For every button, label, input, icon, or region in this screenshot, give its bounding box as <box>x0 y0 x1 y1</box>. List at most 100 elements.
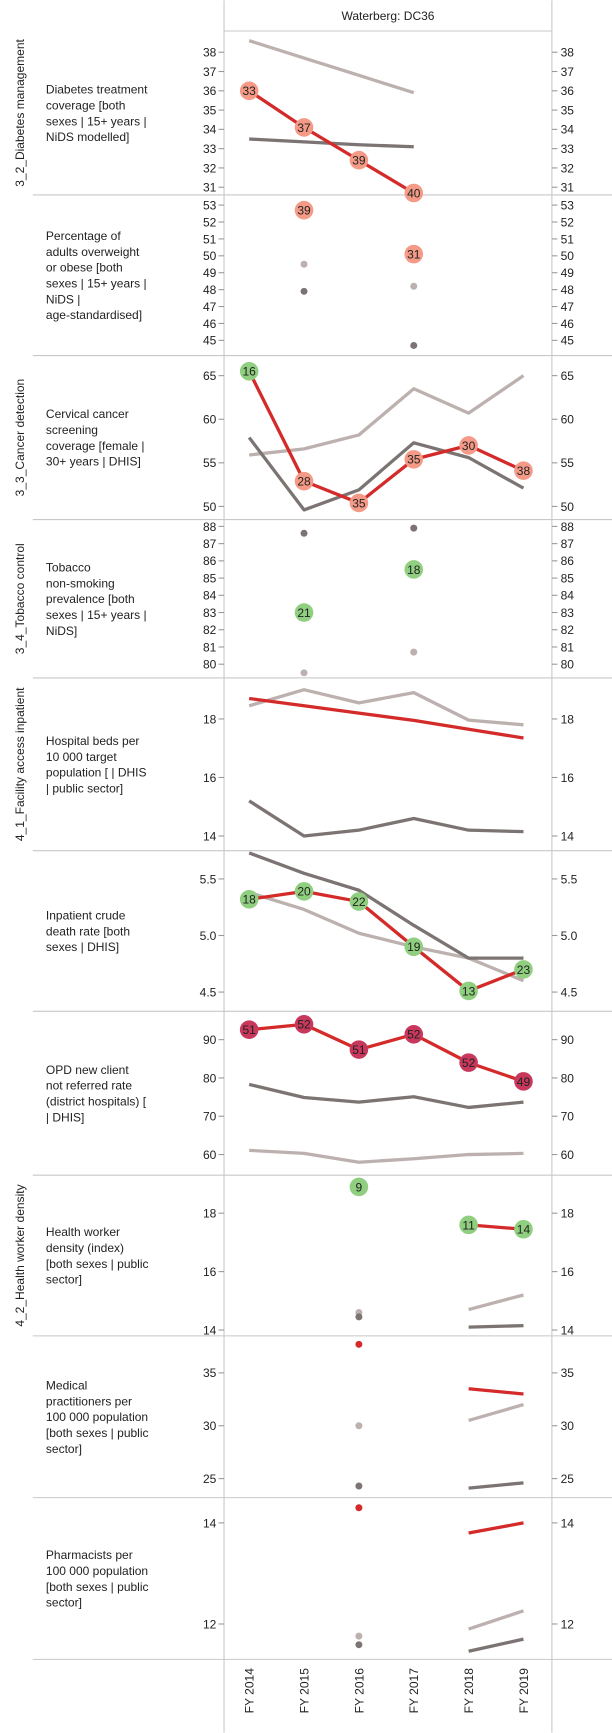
indicator-label: prevalence [both <box>46 592 135 606</box>
indicator-label: age-standardised] <box>46 308 142 322</box>
y-tick-label: 52 <box>203 215 217 229</box>
marker <box>294 882 314 901</box>
point-label: 51 <box>352 1043 366 1057</box>
indicator-label: NiDS] <box>46 624 77 638</box>
marker <box>404 937 424 957</box>
series-line <box>249 1022 525 1083</box>
y-tick-label: 88 <box>561 520 575 534</box>
indicator-label: NiDS modelled] <box>46 130 129 144</box>
indicator-label: density (index) <box>46 1241 124 1255</box>
point <box>355 1482 363 1490</box>
y-tick-label: 86 <box>203 554 217 568</box>
y-tick-label: 45 <box>203 334 217 348</box>
group-label: 4_1_Facility access inpatient <box>13 687 27 841</box>
series-line <box>248 890 525 983</box>
point <box>355 1504 363 1512</box>
y-tick-label: 5.0 <box>200 929 217 943</box>
indicator-label: NiDS | <box>46 292 81 306</box>
y-tick-label: 47 <box>203 300 217 314</box>
marker <box>294 471 314 491</box>
y-tick-label: 30 <box>203 1419 217 1433</box>
y-tick-label: 25 <box>561 1472 575 1486</box>
point-label: 11 <box>462 1218 475 1232</box>
point-label: 39 <box>297 204 311 218</box>
series-line <box>248 39 415 95</box>
y-tick-label: 14 <box>561 829 575 843</box>
indicator-label: | DHIS] <box>46 1110 85 1124</box>
y-tick-label: 34 <box>203 123 217 137</box>
indicator-label: Health worker <box>46 1225 120 1239</box>
marker <box>514 1072 533 1091</box>
y-tick-label: 81 <box>561 640 575 654</box>
marker <box>404 560 424 579</box>
marker <box>349 892 369 911</box>
marker <box>239 81 259 101</box>
marker <box>514 960 533 979</box>
point <box>410 282 418 290</box>
point-label: 22 <box>352 895 366 909</box>
y-tick-label: 46 <box>203 317 217 331</box>
y-tick-label: 55 <box>561 456 575 470</box>
y-tick-label: 85 <box>203 571 217 585</box>
y-tick-label: 53 <box>203 198 217 212</box>
y-tick-label: 33 <box>203 142 217 156</box>
x-tick-label: FY 2018 <box>462 1668 476 1714</box>
y-tick-label: 80 <box>203 658 217 672</box>
y-tick-label: 84 <box>561 589 575 603</box>
y-tick-label: 83 <box>561 606 575 620</box>
point-label: 52 <box>407 1028 421 1042</box>
indicator-label: death rate [both <box>46 924 130 938</box>
y-tick-label: 70 <box>203 1110 217 1124</box>
indicator-label: Inpatient crude <box>46 909 126 923</box>
y-tick-label: 12 <box>203 1617 217 1631</box>
y-tick-label: 48 <box>561 283 575 297</box>
y-tick-label: 4.5 <box>561 985 578 999</box>
y-tick-label: 16 <box>561 1265 575 1279</box>
y-tick-label: 50 <box>561 249 575 263</box>
point-label: 18 <box>407 563 421 577</box>
x-tick-label: FY 2014 <box>243 1668 257 1714</box>
y-tick-label: 31 <box>203 181 217 195</box>
indicator-label: Pharmacists per <box>46 1548 133 1562</box>
x-tick-label: FY 2016 <box>352 1668 366 1714</box>
series-line <box>248 1082 524 1110</box>
point <box>355 1632 363 1640</box>
y-tick-label: 65 <box>203 369 217 383</box>
y-tick-label: 65 <box>561 369 575 383</box>
point-label: 14 <box>517 1223 531 1237</box>
y-tick-label: 88 <box>203 520 217 534</box>
y-tick-label: 38 <box>561 46 575 60</box>
x-tick-label: FY 2017 <box>407 1668 421 1714</box>
point-label: 21 <box>297 606 311 620</box>
y-tick-label: 48 <box>203 283 217 297</box>
series-line <box>468 1387 524 1396</box>
marker <box>294 1015 314 1034</box>
marker <box>459 1053 478 1072</box>
series-line <box>468 1609 524 1631</box>
series-line <box>248 799 524 838</box>
marker <box>294 200 314 220</box>
marker <box>294 603 314 622</box>
y-tick-label: 60 <box>203 413 217 427</box>
y-tick-label: 49 <box>561 266 575 280</box>
marker <box>239 1020 259 1039</box>
y-tick-label: 5.5 <box>200 872 217 886</box>
point <box>355 1313 363 1321</box>
indicator-label: Medical <box>46 1378 87 1392</box>
y-tick-label: 32 <box>561 161 575 175</box>
marker <box>459 1215 478 1235</box>
indicator-label: sexes | 15+ years | <box>46 114 147 128</box>
point-label: 20 <box>297 885 311 899</box>
marker <box>349 1040 369 1059</box>
indicator-label: [both sexes | public <box>46 1426 149 1440</box>
point <box>300 287 308 295</box>
point-label: 31 <box>407 247 421 261</box>
series-line <box>248 89 415 195</box>
y-tick-label: 16 <box>561 771 575 785</box>
y-tick-label: 90 <box>561 1033 575 1047</box>
group-label: 3_2_Diabetes management <box>13 39 27 187</box>
indicator-label: sector] <box>46 1273 82 1287</box>
series-line <box>468 1481 524 1490</box>
point-label: 38 <box>517 464 531 478</box>
indicator-label: Percentage of <box>46 229 121 243</box>
